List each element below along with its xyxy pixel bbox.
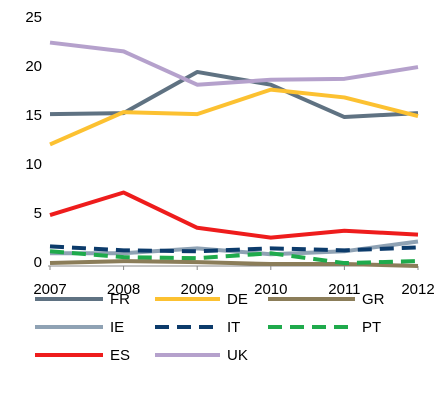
x-tick-label: 2009 bbox=[181, 281, 214, 298]
legend-label: ES bbox=[110, 347, 130, 364]
y-tick-label: 10 bbox=[25, 156, 42, 173]
series-line bbox=[49, 40, 419, 87]
y-tick-label: 0 bbox=[34, 254, 42, 271]
y-tick-label: 20 bbox=[25, 58, 42, 75]
y-tick-label: 25 bbox=[25, 9, 42, 26]
x-tick-label: 2007 bbox=[33, 281, 66, 298]
legend-label: DE bbox=[227, 291, 248, 308]
legend-label: FR bbox=[110, 291, 130, 308]
y-tick-label: 5 bbox=[34, 205, 42, 222]
x-tick-label: 2011 bbox=[328, 281, 360, 298]
series-line bbox=[49, 69, 419, 120]
legend-label: IT bbox=[227, 319, 240, 336]
series-line bbox=[49, 190, 419, 240]
legend-label: IE bbox=[110, 319, 124, 336]
series-line bbox=[49, 259, 419, 268]
series-line bbox=[49, 249, 419, 266]
x-tick-label: 2010 bbox=[254, 281, 287, 298]
x-tick-label: 2012 bbox=[401, 281, 434, 298]
x-tick-label: 2008 bbox=[107, 281, 140, 298]
series-line bbox=[49, 87, 419, 147]
legend-label: GR bbox=[362, 291, 385, 308]
legend-label: PT bbox=[362, 319, 381, 336]
series-line bbox=[49, 244, 419, 254]
y-tick-label: 15 bbox=[25, 107, 42, 124]
legend-label: UK bbox=[227, 347, 248, 364]
